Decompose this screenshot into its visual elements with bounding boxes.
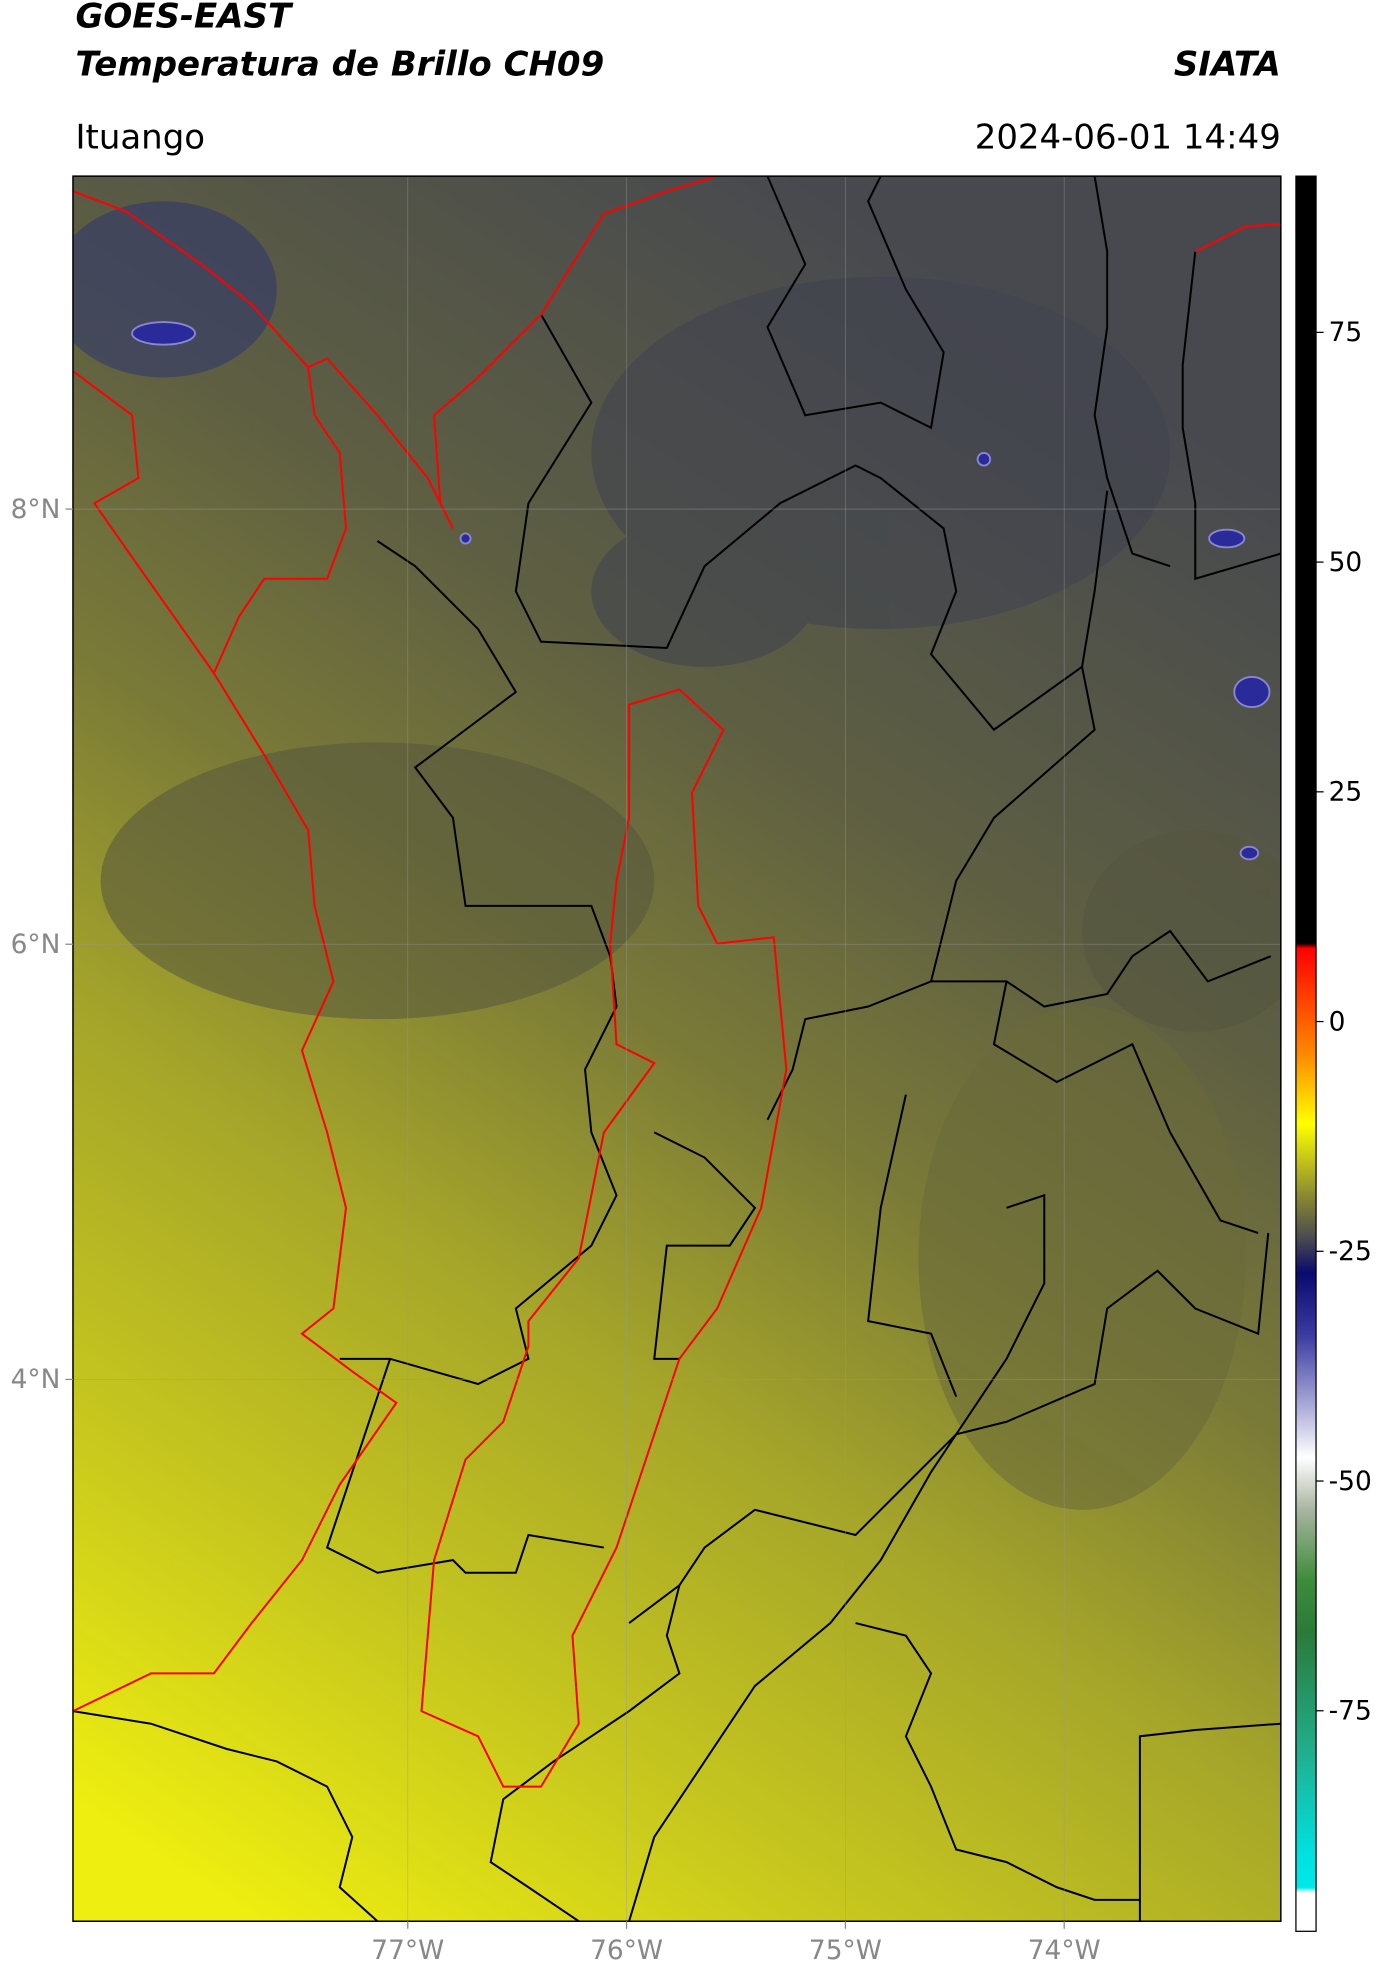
colorbar-tick-label: -75 <box>1329 1696 1372 1727</box>
y-tick-label: 4°N <box>11 1364 61 1395</box>
colorbar-tick-label: -50 <box>1329 1466 1372 1497</box>
map-frame <box>72 175 1282 1922</box>
colorbar-tick-label: 0 <box>1329 1006 1346 1037</box>
source: SIATA <box>1174 44 1281 84</box>
x-tick-label: 76°W <box>590 1935 663 1966</box>
y-tick-label: 8°N <box>11 494 61 525</box>
coastline <box>72 176 1281 1713</box>
title: GOES-EAST <box>75 0 293 37</box>
colorbar <box>1295 175 1317 1932</box>
ituango-basin <box>420 688 788 1788</box>
colorbar-tick-label: -25 <box>1329 1236 1372 1267</box>
colorbar-tick-label: 50 <box>1329 547 1363 578</box>
map-area <box>72 176 1281 1922</box>
grid <box>72 176 1281 1922</box>
x-tick-label: 75°W <box>809 1935 882 1966</box>
x-tick-label: 74°W <box>1028 1935 1101 1966</box>
colorbar-tick-label: 25 <box>1329 777 1363 808</box>
datetime: 2024-06-01 14:49 <box>975 117 1281 157</box>
colorbar-tick-label: 75 <box>1329 317 1363 348</box>
cold-spots <box>131 321 1271 861</box>
admin-boundaries <box>72 176 1281 1922</box>
x-tick-label: 77°W <box>371 1935 444 1966</box>
y-tick-label: 6°N <box>11 929 61 960</box>
subtitle: Temperatura de Brillo CH09 <box>75 44 604 84</box>
location: Ituango <box>75 117 205 157</box>
